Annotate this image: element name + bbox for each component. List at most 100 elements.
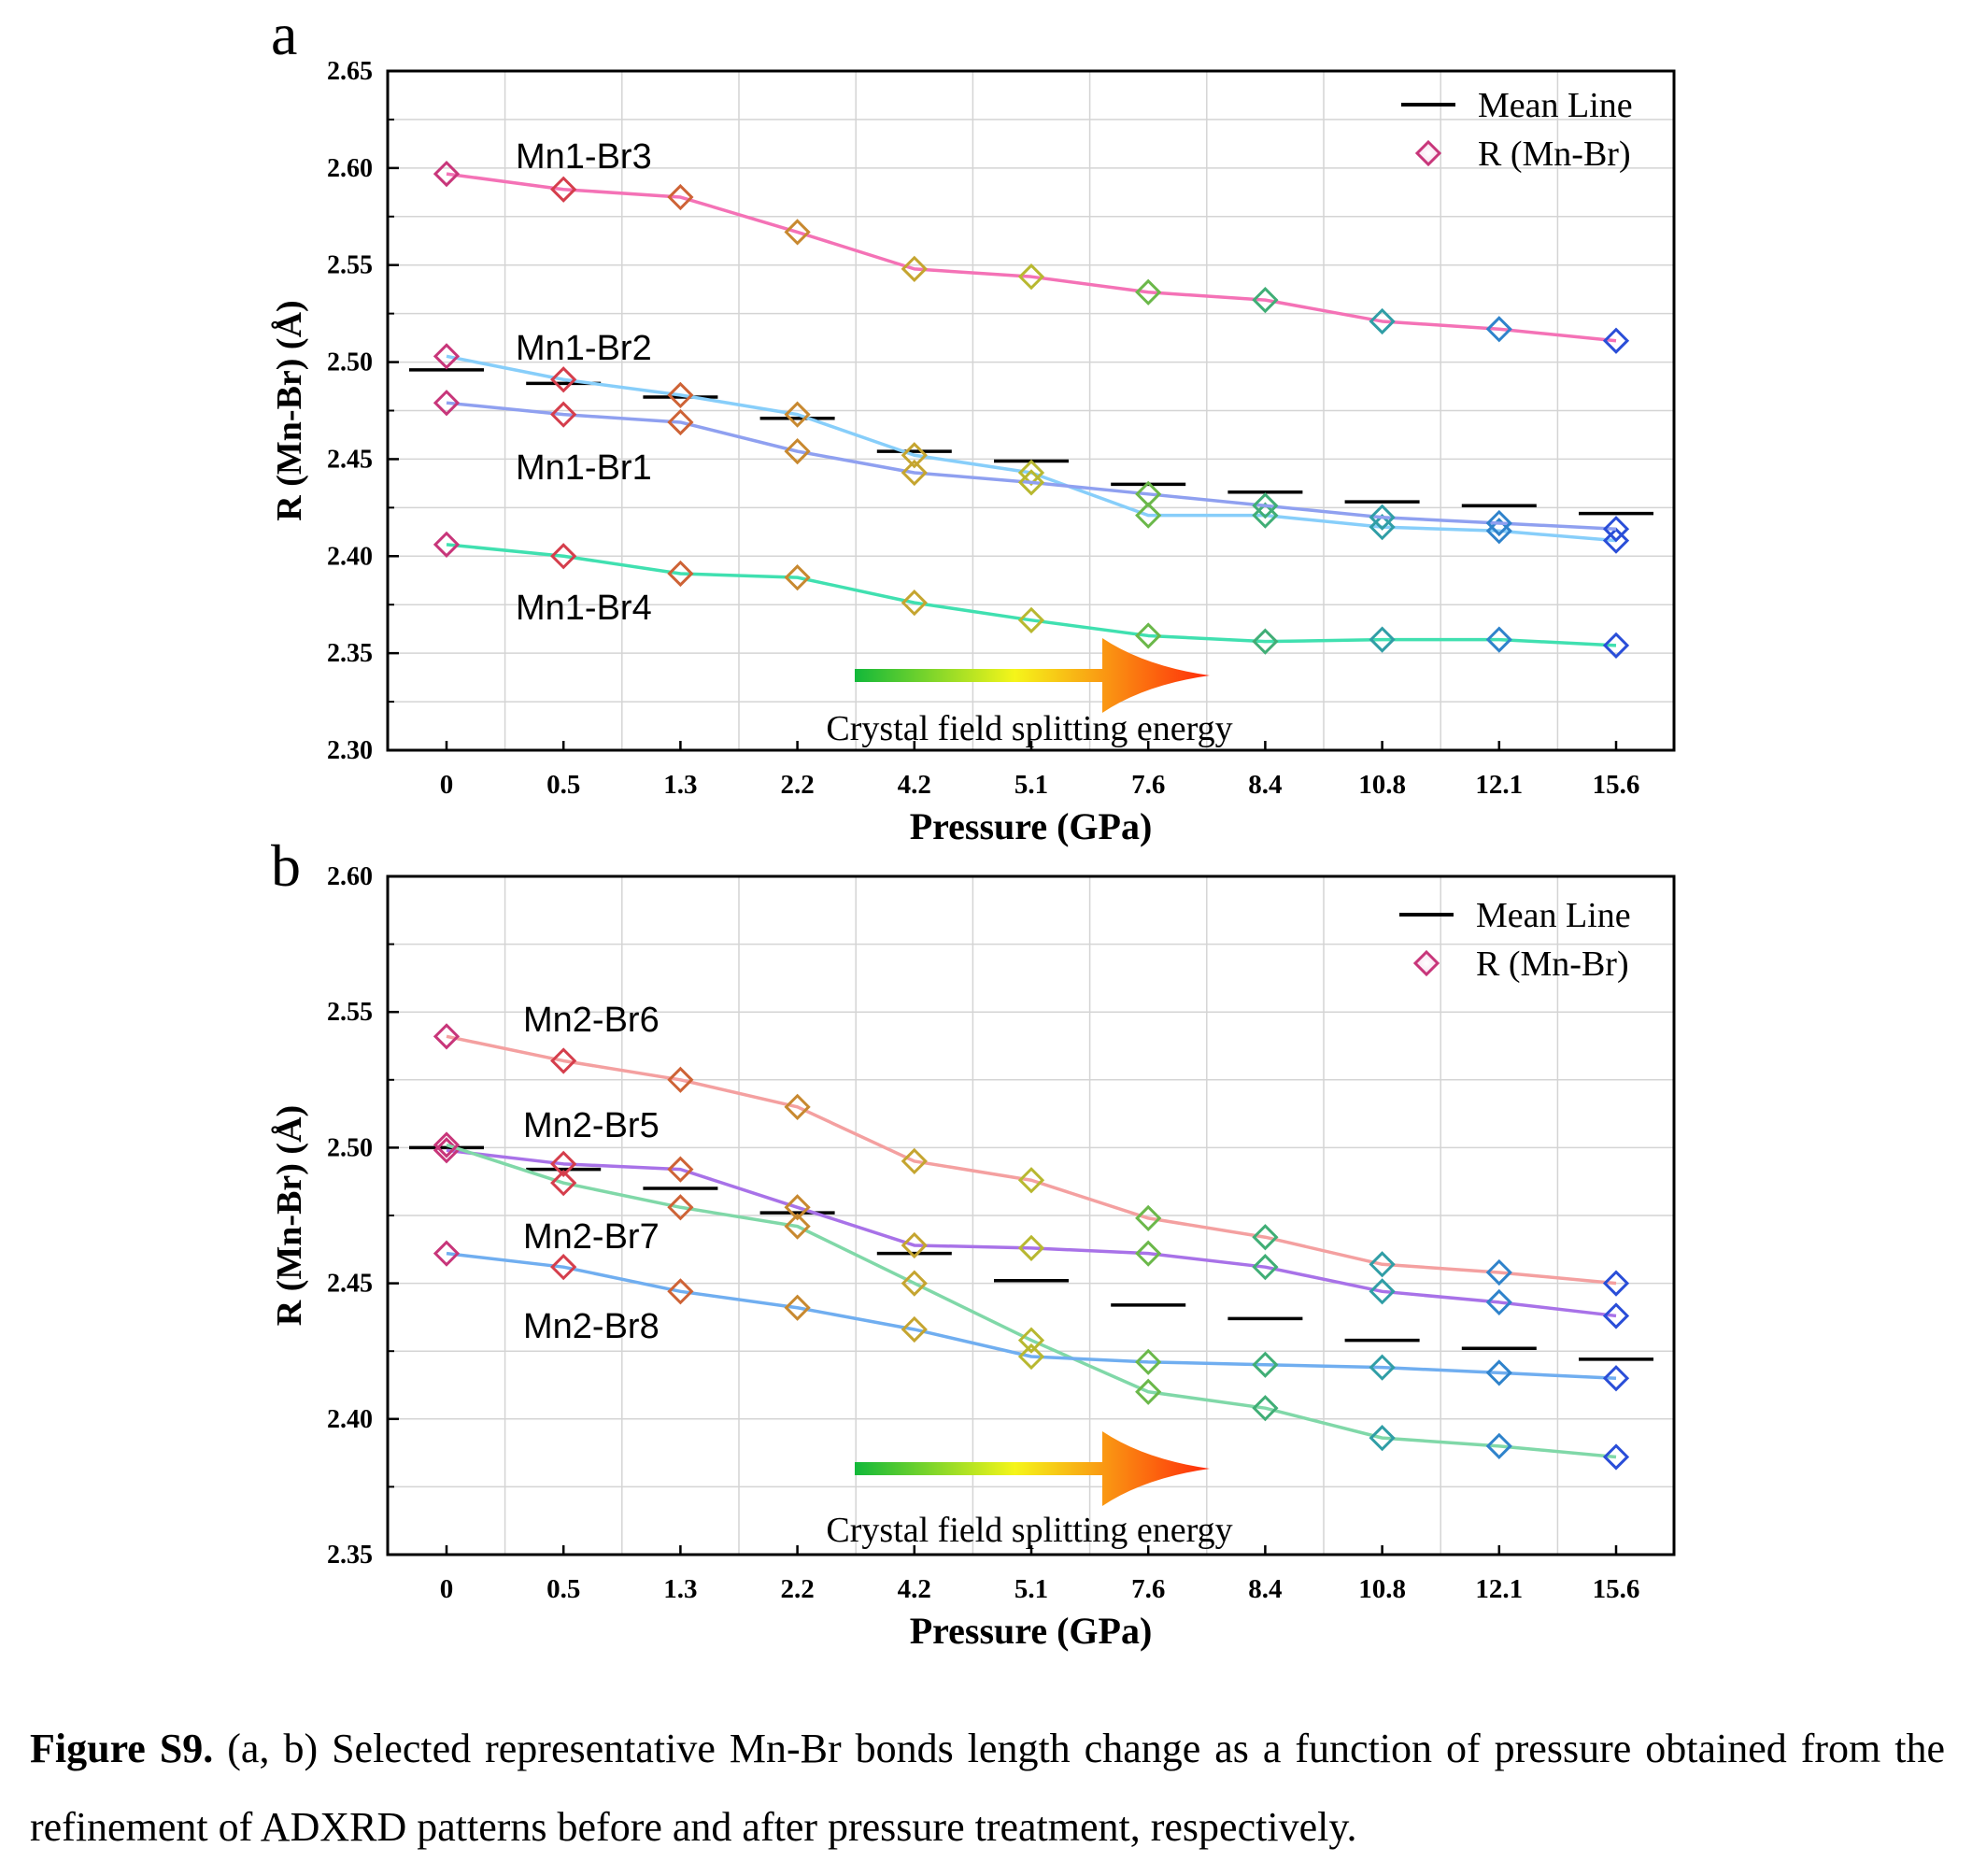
data-point: [1135, 502, 1162, 529]
data-point: [1485, 1359, 1512, 1386]
grid: [388, 876, 1674, 1555]
data-point: [1017, 606, 1045, 633]
data-point: [667, 1156, 694, 1183]
data-point: [1252, 1351, 1279, 1378]
series-label: Mn2-Br7: [523, 1217, 660, 1257]
series-mn1-br1: [433, 390, 1630, 543]
arrow-shape: [855, 1431, 1210, 1506]
data-point: [1602, 1302, 1630, 1329]
x-tick-label: 0.5: [546, 1574, 580, 1604]
x-tick-label: 0.5: [546, 770, 580, 800]
data-point: [667, 560, 694, 588]
x-tick-label: 7.6: [1131, 770, 1165, 800]
data-point: [901, 590, 928, 617]
y-tick-label: 2.35: [327, 639, 373, 668]
data-point: [1135, 1240, 1162, 1267]
x-axis-title: Pressure (GPa): [910, 1610, 1153, 1652]
data-point: [1252, 286, 1279, 314]
legend-entry: R (Mn-Br): [1478, 135, 1631, 174]
data-point: [1369, 1425, 1396, 1452]
y-tick-label: 2.35: [327, 1541, 373, 1570]
data-point: [1017, 1327, 1045, 1354]
y-axis-title: R (Mn-Br) (Å): [270, 1105, 309, 1326]
y-tick-label: 2.45: [327, 445, 373, 474]
x-tick-label: 8.4: [1248, 1574, 1282, 1604]
series-mn1-br3: [433, 160, 1630, 354]
chart-panel-a: 2.30 2.35 2.40 2.45 2.50 2.55 2.60 2.65 0 0.5 1.3 2…: [270, 1, 1676, 847]
data-point: [550, 1150, 577, 1177]
data-point: [1017, 263, 1045, 291]
series-line: [446, 1034, 1617, 1286]
y-tick-label: 2.65: [327, 57, 373, 86]
data-point: [1602, 1270, 1630, 1297]
data-point: [784, 1194, 811, 1221]
data-point: [550, 1254, 577, 1281]
data-point: [901, 255, 928, 282]
data-point: [1602, 527, 1630, 554]
data-point: [667, 183, 694, 211]
caption-label: Figure S9.: [30, 1726, 214, 1771]
data-point: [1485, 316, 1512, 343]
y-tick-label: 2.60: [327, 154, 373, 183]
data-point: [667, 1278, 694, 1305]
data-point: [1017, 1167, 1045, 1194]
x-tick-label: 10.8: [1358, 770, 1406, 800]
y-tick-label: 2.40: [327, 542, 373, 571]
data-point: [550, 1047, 577, 1074]
legend-entry: Mean Line: [1476, 896, 1631, 935]
data-point: [1369, 307, 1396, 335]
data-point: [1252, 628, 1279, 655]
data-point: [433, 531, 461, 558]
arrow-shape: [855, 638, 1210, 713]
data-point: [1369, 1354, 1396, 1381]
data-point: [1252, 1395, 1279, 1422]
y-axis-title: R (Mn-Br) (Å): [270, 300, 309, 520]
data-point: [1252, 492, 1279, 519]
data-point: [667, 381, 694, 409]
x-tick-label: 7.6: [1131, 1574, 1165, 1604]
data-point: [901, 1231, 928, 1259]
series-line: [446, 1143, 1617, 1459]
caption-text: (a, b) Selected representative Mn-Br bon…: [30, 1726, 1945, 1850]
data-point: [1369, 514, 1396, 541]
y-tick-label: 2.45: [327, 1270, 373, 1299]
crystal-field-arrow: [855, 638, 1210, 713]
x-tick-label: 12.1: [1475, 1574, 1523, 1604]
data-point: [1602, 1443, 1630, 1471]
data-point: [1252, 1224, 1279, 1251]
data-point: [1017, 1343, 1045, 1371]
data-point: [433, 390, 461, 417]
series-line: [446, 543, 1617, 647]
legend: Mean Line R (Mn-Br): [1399, 896, 1631, 984]
data-point: [784, 437, 811, 465]
x-tick-label: 2.2: [780, 1574, 814, 1604]
annotation-text: Crystal field splitting energy: [826, 709, 1232, 748]
data-point: [1135, 1204, 1162, 1232]
x-tick-label: 12.1: [1475, 770, 1523, 800]
crystal-field-arrow: [855, 1431, 1210, 1506]
annotation-text: Crystal field splitting energy: [826, 1511, 1232, 1550]
data-point: [1602, 1365, 1630, 1392]
panel-label: b: [271, 832, 301, 899]
legend-marker-swatch: [1414, 139, 1442, 167]
data-point: [550, 401, 577, 428]
x-tick-label: 5.1: [1014, 1574, 1048, 1604]
series-label: Mn1-Br3: [516, 137, 652, 177]
data-point: [433, 343, 461, 370]
legend-marker-swatch: [1412, 949, 1440, 977]
data-point: [1369, 1251, 1396, 1278]
data-point: [1485, 1288, 1512, 1316]
data-point: [1369, 626, 1396, 653]
x-tick-label: 15.6: [1593, 1574, 1640, 1604]
x-tick-label: 0: [440, 1574, 454, 1604]
y-tick-label: 2.50: [327, 348, 373, 377]
series-mn2-br7: [433, 1131, 1630, 1471]
x-tick-label: 1.3: [663, 770, 697, 800]
data-point: [784, 401, 811, 428]
data-point: [1252, 502, 1279, 529]
grid: [388, 71, 1674, 750]
panel-label: a: [271, 1, 297, 67]
x-axis-title: Pressure (GPa): [910, 805, 1153, 847]
data-point: [901, 1270, 928, 1297]
